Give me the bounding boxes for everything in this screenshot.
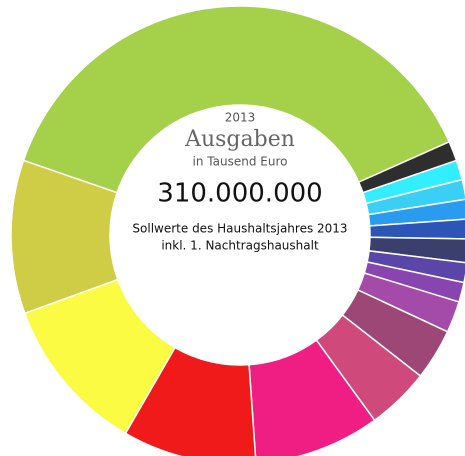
year: 2013: [225, 111, 256, 125]
unit: in Tausend Euro: [193, 155, 288, 169]
slices: [10, 5, 465, 456]
chart-title: Ausgaben: [184, 127, 295, 152]
slice: [10, 159, 119, 315]
total: 310.000.000: [157, 179, 322, 209]
slice: [22, 5, 451, 194]
slice: [248, 339, 376, 456]
subtitle: Sollwerte des Haushaltsjahres 2013: [132, 222, 347, 236]
subtitle: inkl. 1. Nachtragshaushalt: [161, 239, 319, 253]
